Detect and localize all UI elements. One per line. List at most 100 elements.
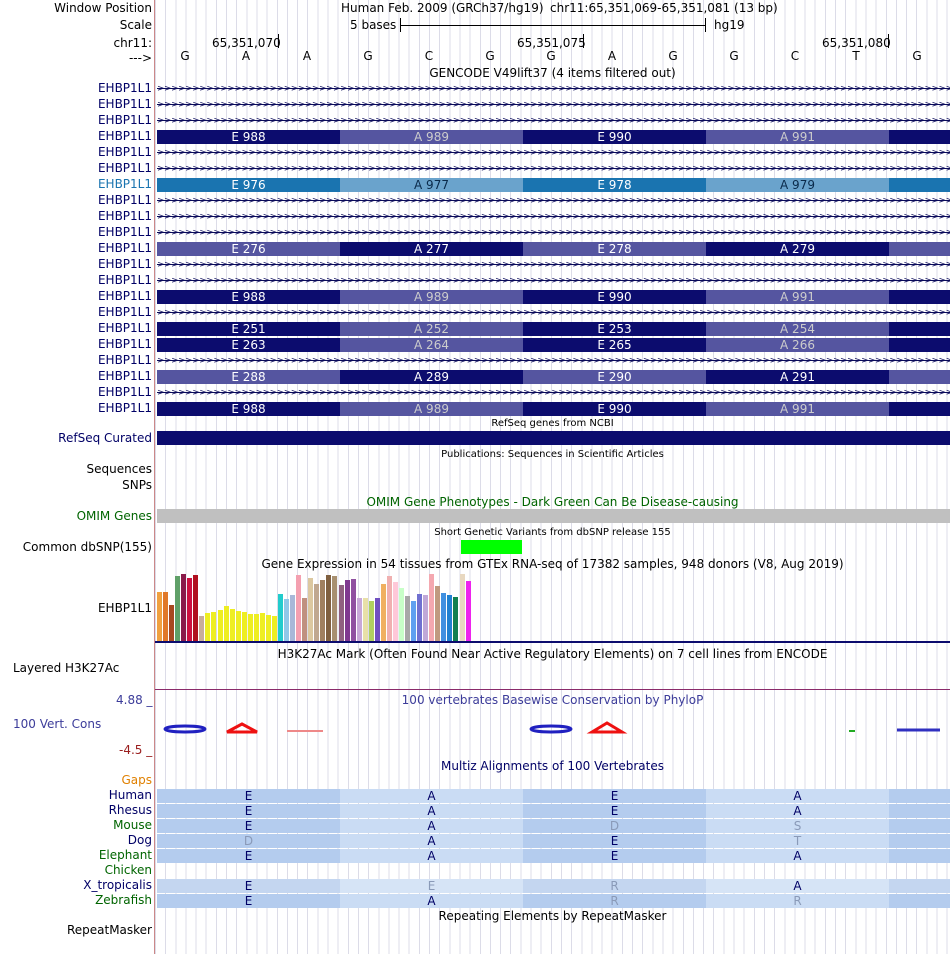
gtex-tissue-bar[interactable] — [392, 582, 398, 641]
gtex-tissue-bar[interactable] — [429, 574, 435, 641]
omim-title[interactable]: OMIM Gene Phenotypes - Dark Green Can Be… — [366, 495, 739, 509]
h3k27ac-title[interactable]: H3K27Ac Mark (Often Found Near Active Re… — [277, 647, 828, 661]
gtex-tissue-bar[interactable] — [181, 574, 187, 641]
gencode-row-label[interactable]: EHBP1L1 — [97, 257, 152, 271]
gencode-exon-row[interactable]: E 988 A 989 E 990 A 991 — [157, 402, 950, 416]
gtex-tissue-bar[interactable] — [308, 578, 314, 641]
gtex-tissue-bar[interactable] — [253, 614, 259, 641]
gtex-tissue-bar[interactable] — [405, 596, 411, 641]
species-label[interactable]: Elephant — [98, 848, 152, 862]
gtex-tissue-bar[interactable] — [193, 575, 199, 641]
gtex-tissue-bar[interactable] — [235, 611, 241, 641]
gencode-exon-row[interactable]: E 988 A 989 E 990 A 991 — [157, 290, 950, 304]
gencode-exon-row[interactable]: E 976 A 977 E 978 A 979 — [157, 178, 950, 192]
conservation-label[interactable]: 100 Vert. Cons — [13, 717, 102, 731]
gencode-exon-row[interactable]: E 276 A 277 E 278 A 279 — [157, 242, 950, 256]
gtex-tissue-bar[interactable] — [314, 584, 320, 641]
gencode-intron-row[interactable]: >>>>>>>>>>>>>>>>>>>>>>>>>>>>>>>>>>>>>>>>… — [157, 274, 950, 288]
gencode-row-label[interactable]: EHBP1L1 — [97, 129, 152, 143]
gencode-intron-row[interactable]: >>>>>>>>>>>>>>>>>>>>>>>>>>>>>>>>>>>>>>>>… — [157, 162, 950, 176]
gencode-row-label[interactable]: EHBP1L1 — [97, 321, 152, 335]
gtex-tissue-bar[interactable] — [380, 584, 386, 641]
gtex-tissue-bar[interactable] — [362, 598, 368, 641]
gtex-tissue-bar[interactable] — [259, 613, 265, 641]
gtex-tissue-bar[interactable] — [417, 594, 423, 641]
gtex-tissue-bar[interactable] — [465, 581, 471, 641]
gtex-tissue-bar[interactable] — [157, 592, 162, 641]
gencode-row-label[interactable]: EHBP1L1 — [97, 305, 152, 319]
gtex-tissue-bar[interactable] — [399, 588, 404, 641]
gencode-intron-row[interactable]: >>>>>>>>>>>>>>>>>>>>>>>>>>>>>>>>>>>>>>>>… — [157, 386, 950, 400]
snp-feature[interactable] — [461, 540, 522, 554]
gencode-row-label[interactable]: EHBP1L1 — [97, 337, 152, 351]
gencode-row-label[interactable]: EHBP1L1 — [97, 289, 152, 303]
gencode-intron-row[interactable]: >>>>>>>>>>>>>>>>>>>>>>>>>>>>>>>>>>>>>>>>… — [157, 98, 950, 112]
multiz-title[interactable]: Multiz Alignments of 100 Vertebrates — [440, 759, 665, 773]
gencode-intron-row[interactable]: >>>>>>>>>>>>>>>>>>>>>>>>>>>>>>>>>>>>>>>>… — [157, 258, 950, 272]
gtex-tissue-bar[interactable] — [350, 579, 356, 641]
gtex-chart[interactable] — [157, 572, 950, 641]
gencode-row-label[interactable]: EHBP1L1 — [97, 81, 152, 95]
gencode-exon-row[interactable]: E 288 A 289 E 290 A 291 — [157, 370, 950, 384]
gtex-tissue-bar[interactable] — [278, 594, 283, 641]
gencode-row-label[interactable]: EHBP1L1 — [97, 369, 152, 383]
gtex-tissue-bar[interactable] — [229, 609, 235, 641]
gencode-row-label[interactable]: EHBP1L1 — [97, 273, 152, 287]
gtex-tissue-bar[interactable] — [435, 586, 441, 641]
gtex-tissue-bar[interactable] — [411, 601, 417, 641]
gtex-tissue-bar[interactable] — [217, 610, 223, 641]
gtex-tissue-bar[interactable] — [187, 578, 193, 641]
gtex-tissue-bar[interactable] — [247, 614, 253, 641]
gencode-row-label[interactable]: EHBP1L1 — [97, 193, 152, 207]
gencode-row-label[interactable]: EHBP1L1 — [97, 145, 152, 159]
gencode-intron-row[interactable]: >>>>>>>>>>>>>>>>>>>>>>>>>>>>>>>>>>>>>>>>… — [157, 354, 950, 368]
gtex-tissue-bar[interactable] — [302, 598, 308, 641]
conservation-logo[interactable] — [157, 718, 950, 736]
gencode-title[interactable]: GENCODE V49lift37 (4 items filtered out) — [429, 66, 676, 80]
gtex-tissue-bar[interactable] — [271, 616, 277, 641]
gtex-title[interactable]: Gene Expression in 54 tissues from GTEx … — [261, 557, 844, 571]
gencode-row-label[interactable]: EHBP1L1 — [97, 353, 152, 367]
gtex-tissue-bar[interactable] — [320, 580, 326, 641]
species-label[interactable]: Human — [108, 788, 152, 802]
gencode-intron-row[interactable]: >>>>>>>>>>>>>>>>>>>>>>>>>>>>>>>>>>>>>>>>… — [157, 114, 950, 128]
omim-bar[interactable] — [157, 509, 950, 523]
gtex-tissue-bar[interactable] — [223, 606, 229, 641]
snps-label[interactable]: SNPs — [122, 478, 152, 492]
species-label[interactable]: Mouse — [113, 818, 152, 832]
gtex-tissue-bar[interactable] — [265, 615, 271, 641]
gencode-exon-row[interactable]: E 263 A 264 E 265 A 266 — [157, 338, 950, 352]
gtex-tissue-bar[interactable] — [344, 580, 350, 641]
gtex-tissue-bar[interactable] — [459, 574, 465, 641]
gtex-tissue-bar[interactable] — [169, 605, 175, 641]
refseq-title[interactable]: RefSeq genes from NCBI — [491, 418, 614, 429]
gtex-tissue-bar[interactable] — [453, 597, 459, 641]
gencode-intron-row[interactable]: >>>>>>>>>>>>>>>>>>>>>>>>>>>>>>>>>>>>>>>>… — [157, 210, 950, 224]
gencode-row-label[interactable]: EHBP1L1 — [97, 113, 152, 127]
gaps-label[interactable]: Gaps — [121, 773, 152, 787]
gtex-tissue-bar[interactable] — [423, 595, 429, 641]
gtex-tissue-bar[interactable] — [338, 585, 344, 641]
gtex-tissue-bar[interactable] — [356, 598, 362, 641]
gencode-row-label[interactable]: EHBP1L1 — [97, 161, 152, 175]
gtex-tissue-bar[interactable] — [447, 595, 453, 641]
refseq-bar[interactable] — [157, 431, 950, 445]
gtex-tissue-bar[interactable] — [163, 592, 169, 641]
gencode-row-label[interactable]: EHBP1L1 — [97, 225, 152, 239]
gencode-row-label[interactable]: EHBP1L1 — [97, 401, 152, 415]
gtex-tissue-bar[interactable] — [290, 595, 296, 641]
gencode-exon-row[interactable]: E 988 A 989 E 990 A 991 — [157, 130, 950, 144]
gencode-intron-row[interactable]: >>>>>>>>>>>>>>>>>>>>>>>>>>>>>>>>>>>>>>>>… — [157, 146, 950, 160]
repeatmasker-title[interactable]: Repeating Elements by RepeatMasker — [438, 909, 667, 923]
gtex-tissue-bar[interactable] — [175, 576, 181, 641]
gencode-intron-row[interactable]: >>>>>>>>>>>>>>>>>>>>>>>>>>>>>>>>>>>>>>>>… — [157, 306, 950, 320]
gencode-intron-row[interactable]: >>>>>>>>>>>>>>>>>>>>>>>>>>>>>>>>>>>>>>>>… — [157, 226, 950, 240]
gtex-tissue-bar[interactable] — [211, 612, 217, 641]
gencode-row-label[interactable]: EHBP1L1 — [97, 209, 152, 223]
sequences-label[interactable]: Sequences — [86, 462, 152, 476]
